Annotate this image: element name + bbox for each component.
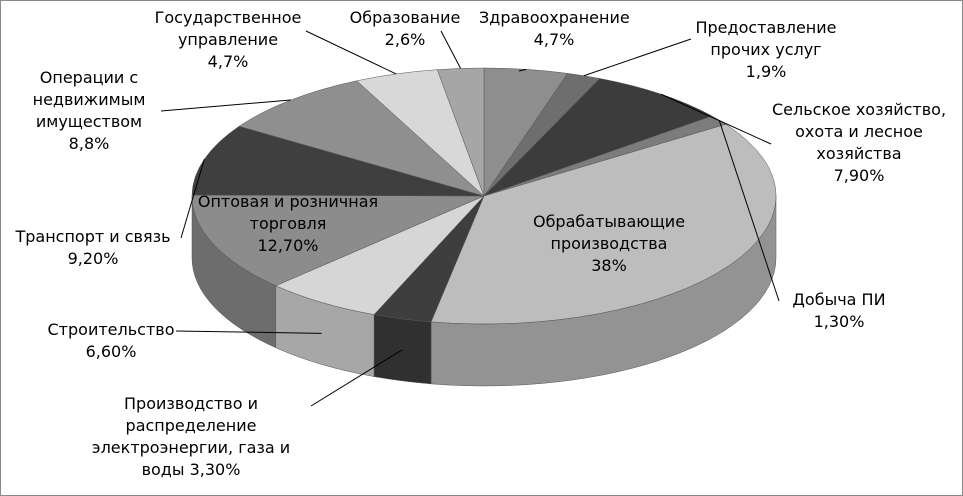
value-label: 12,70% [257,236,319,255]
value-label: 4,7% [207,52,249,71]
leader-line [175,330,322,334]
pie-slice [238,80,485,197]
leader-line [180,159,205,239]
slice-label: Добыча ПИ 1,30% [779,289,899,333]
slice-label: Предоставление прочих услуг 1,9% [681,17,851,83]
value-label: 8,8% [68,134,110,153]
value-label: 1,30% [813,312,865,331]
category-label: Добыча ПИ [792,290,886,309]
leader-line [305,30,397,75]
category-label: Образование [349,8,461,27]
category-label: Операции с недвижимым имуществом [32,68,146,131]
leader-line [660,93,772,145]
slice-label: Обрабатывающие производства 38% [519,211,699,277]
slice-label: Оптовая и розничная торговля 12,70% [193,191,383,257]
slice-label: Государственное управление 4,7% [148,7,308,73]
category-label: Государственное управление [154,8,302,49]
slice-label: Транспорт и связь 9,20% [8,226,178,270]
pie-side [373,314,432,385]
pie-slice [483,78,713,197]
pie-slice [436,67,485,197]
leader-line [160,99,291,112]
leader-line [583,38,692,77]
leader-line [518,68,527,72]
category-label: Производство и распределение электроэнер… [91,394,291,479]
pie-slice [430,124,777,325]
leader-line [440,30,462,69]
category-label: Обрабатывающие производства [532,212,686,253]
value-label: 4,7% [533,30,575,49]
value-label: 1,9% [745,62,787,81]
pie-slice [275,195,485,315]
category-label: Предоставление прочих услуг [695,18,837,59]
slice-label: Операции с недвижимым имуществом 8,8% [9,67,169,155]
category-label: Здравоохранение [479,8,630,27]
slice-label: Здравоохранение 4,7% [479,7,630,51]
category-label: Сельское хозяйство, охота и лесное хозяй… [771,100,947,163]
value-label: 6,60% [85,342,137,361]
leader-line [718,119,780,302]
value-label: 38% [591,256,627,275]
category-label: Строительство [47,320,175,339]
value-label: 2,6% [384,30,426,49]
pie-slice [191,194,485,287]
category-label: Оптовая и розничная торговля [197,192,379,233]
value-label: 7,90% [833,166,885,185]
value-label: 9,20% [67,249,119,268]
slice-label: Строительство 6,60% [36,319,186,363]
leader-line [310,349,403,407]
slice-label: Сельское хозяйство, охота и лесное хозяй… [764,99,954,187]
category-label: Транспорт и связь [15,227,171,246]
slice-label: Образование 2,6% [345,7,465,51]
value-label: 3,30% [189,460,241,479]
slice-label: Производство и распределение электроэнер… [91,393,291,481]
